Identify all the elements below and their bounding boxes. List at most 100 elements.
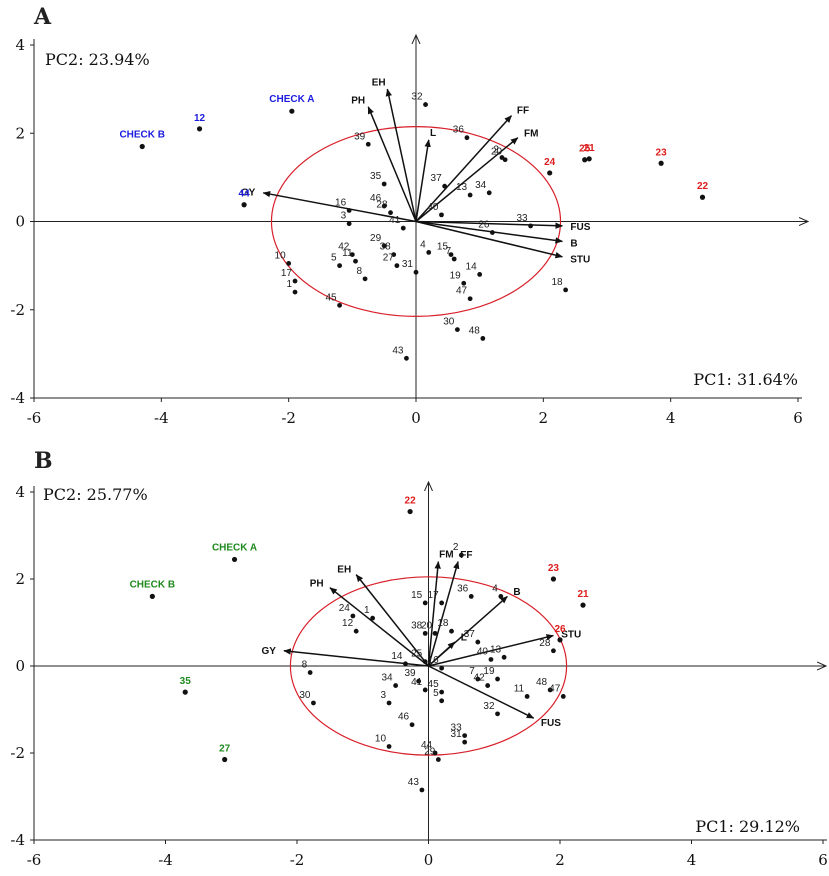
genotype-label: 18 xyxy=(437,618,449,629)
genotype-point xyxy=(488,657,494,662)
genotype-label: 11 xyxy=(342,248,353,259)
highlighted-genotype-label: 44 xyxy=(239,189,251,200)
genotype-point xyxy=(448,252,454,257)
x-tick-label: 2 xyxy=(555,851,565,869)
trait-vector-label: PH xyxy=(310,579,324,590)
genotype-point xyxy=(413,269,419,275)
genotype-point xyxy=(551,648,556,654)
highlighted-genotype-point xyxy=(586,156,592,162)
genotype-point xyxy=(381,243,387,249)
y-tick-label: 2 xyxy=(15,570,25,588)
genotype-label: 47 xyxy=(456,286,468,297)
pc1-variance-label: PC1: 29.12% xyxy=(695,817,800,836)
trait-vector-arrow xyxy=(427,561,441,667)
genotype-point xyxy=(286,261,292,266)
genotype-label: 5 xyxy=(433,688,439,699)
genotype-point xyxy=(439,212,444,218)
panel-letter: B xyxy=(34,448,53,474)
genotype-label: 28 xyxy=(539,638,551,649)
highlighted-genotype-point xyxy=(557,637,563,643)
trait-vector-arrow xyxy=(428,634,554,667)
genotype-point xyxy=(346,221,352,227)
genotype-label: 48 xyxy=(469,325,481,336)
panel-letter: A xyxy=(33,4,52,30)
trait-vector-arrow xyxy=(262,190,417,223)
check-cultivar-label: CHECK B xyxy=(119,129,165,140)
genotype-label: 16 xyxy=(335,197,347,208)
x-tick-label: -2 xyxy=(281,409,296,427)
trait-vector-label: EH xyxy=(372,77,386,88)
genotype-point xyxy=(501,654,507,660)
genotype-label: 19 xyxy=(483,666,495,677)
genotype-label: 14 xyxy=(466,261,478,272)
genotype-label: 29 xyxy=(370,233,382,244)
highlighted-genotype-label: 27 xyxy=(219,744,231,755)
genotype-label: 29 xyxy=(424,747,436,758)
highlighted-genotype-point xyxy=(699,194,706,200)
x-tick-label: -4 xyxy=(158,851,173,869)
highlighted-genotype-label: 12 xyxy=(194,113,206,124)
highlighted-genotype-point xyxy=(658,160,664,166)
genotype-point xyxy=(432,750,438,756)
trait-vector-arrow xyxy=(367,106,417,222)
genotype-label: 7 xyxy=(469,666,475,677)
trait-vector-label: STU xyxy=(561,630,581,641)
genotype-point xyxy=(370,615,376,621)
check-cultivar-point xyxy=(149,593,155,600)
genotype-label: 40 xyxy=(427,202,439,213)
genotype-point xyxy=(422,659,428,665)
genotype-point xyxy=(422,630,428,636)
genotype-point xyxy=(426,249,432,255)
y-tick-label: -2 xyxy=(10,301,25,319)
genotype-point xyxy=(461,280,467,286)
genotype-label: 14 xyxy=(391,651,403,662)
trait-vector-arrow xyxy=(415,137,519,223)
highlighted-genotype-label: 23 xyxy=(548,563,560,574)
genotype-label: 36 xyxy=(457,583,469,594)
genotype-point xyxy=(400,225,406,231)
genotype-point xyxy=(449,628,454,634)
x-tick-label: -4 xyxy=(154,409,169,427)
x-tick-label: 2 xyxy=(539,409,549,427)
genotype-point xyxy=(337,263,342,269)
genotype-point xyxy=(393,683,399,688)
genotype-point xyxy=(349,252,355,257)
genotype-point xyxy=(439,600,445,606)
genotype-point xyxy=(475,639,481,645)
genotype-label: 40 xyxy=(477,646,489,657)
x-tick-label: 4 xyxy=(666,409,676,427)
genotype-point xyxy=(495,676,500,682)
check-cultivar-label: CHECK A xyxy=(269,94,314,105)
genotype-point xyxy=(388,210,393,216)
genotype-label: 30 xyxy=(299,690,311,701)
genotype-point xyxy=(439,689,445,695)
genotype-point xyxy=(454,327,460,333)
trait-vector-label: FF xyxy=(517,106,529,117)
genotype-label: 19 xyxy=(450,270,462,281)
genotype-label: 27 xyxy=(383,253,395,264)
genotype-label: 42 xyxy=(474,673,486,684)
genotype-point xyxy=(485,683,491,688)
genotype-point xyxy=(498,594,504,599)
y-tick-label: 4 xyxy=(15,36,25,54)
trait-vector-arrow xyxy=(415,115,513,223)
trait-vector-label: FM xyxy=(524,129,538,140)
genotype-point xyxy=(381,181,387,187)
genotype-label: 2 xyxy=(453,542,459,553)
genotype-label: 10 xyxy=(275,250,287,261)
highlighted-genotype-label: 23 xyxy=(656,147,668,158)
genotype-label: 4 xyxy=(420,239,426,250)
x-tick-label: -6 xyxy=(27,409,42,427)
genotype-label: 32 xyxy=(483,701,495,712)
trait-vector-arrow xyxy=(415,220,563,259)
genotype-label: 41 xyxy=(389,215,401,226)
x-tick-label: -2 xyxy=(290,851,305,869)
genotype-label: 1 xyxy=(286,279,292,290)
genotype-point xyxy=(350,613,356,619)
genotype-point xyxy=(422,600,428,606)
pc2-variance-label: PC2: 25.77% xyxy=(43,485,148,504)
genotype-label: 34 xyxy=(382,673,394,684)
genotype-label: 13 xyxy=(490,644,502,655)
genotype-point xyxy=(458,552,464,558)
